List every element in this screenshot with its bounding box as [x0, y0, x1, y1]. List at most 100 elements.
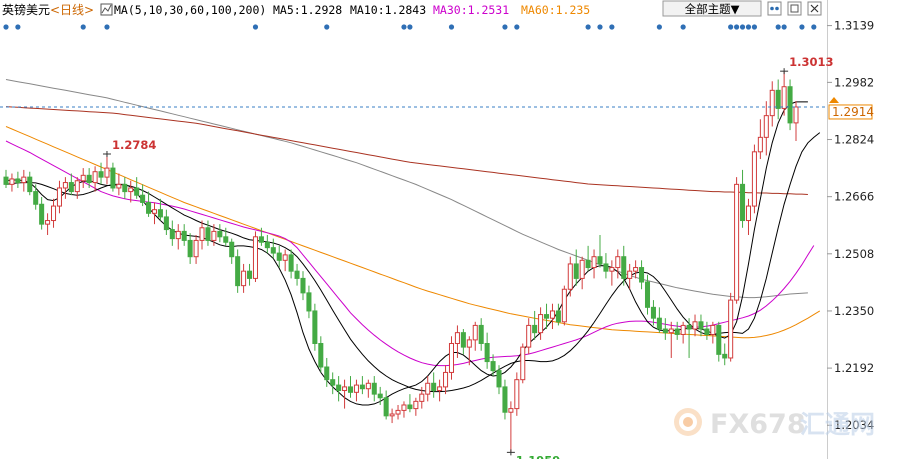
candle: [745, 198, 752, 235]
candle: [425, 376, 431, 402]
candle: [419, 386, 425, 409]
candle-body: [395, 409, 401, 415]
candle: [597, 235, 603, 268]
candle-body: [169, 229, 175, 240]
event-dot[interactable]: [656, 24, 662, 30]
pin-button[interactable]: [767, 1, 782, 16]
event-dot[interactable]: [3, 24, 9, 30]
candle: [674, 321, 680, 340]
y-tick-label: 1.3139: [834, 19, 874, 33]
candle-body: [68, 182, 74, 193]
event-dot[interactable]: [751, 24, 758, 30]
event-dot[interactable]: [80, 24, 86, 30]
candle: [50, 198, 57, 228]
candle: [276, 245, 282, 268]
candle: [389, 408, 395, 424]
restore-button[interactable]: [787, 1, 802, 16]
candle: [330, 372, 336, 395]
y-tick-label: 1.2034: [834, 418, 874, 432]
y-tick-label: 1.2192: [834, 361, 874, 375]
candle-body: [288, 254, 294, 272]
event-dot[interactable]: [745, 24, 752, 30]
candle-body: [181, 230, 187, 241]
candle: [407, 394, 413, 413]
candle-body: [639, 267, 645, 283]
candle-body: [377, 393, 383, 399]
candle: [650, 300, 656, 326]
ma30-value: MA30:1.2531: [433, 3, 509, 17]
event-dot[interactable]: [739, 24, 746, 30]
candle: [496, 365, 502, 395]
close-button[interactable]: [807, 1, 822, 16]
candle-body: [508, 408, 514, 413]
event-dot[interactable]: [811, 24, 817, 30]
event-dot[interactable]: [799, 24, 805, 30]
y-axis: 1.3139 1.2982 1.2824 1.2666 1.2508 1.2350 1.21…: [827, 19, 874, 432]
event-dot[interactable]: [597, 24, 603, 30]
ma-toggle-icon[interactable]: [100, 3, 113, 16]
candle-body: [235, 256, 241, 287]
candle-body: [134, 187, 140, 196]
candle-body: [686, 324, 692, 330]
theme-dropdown[interactable]: 全部主题▼: [662, 0, 762, 17]
event-dot[interactable]: [502, 24, 508, 30]
candle-body: [365, 382, 371, 390]
event-dot[interactable]: [324, 24, 330, 30]
candle: [229, 238, 235, 264]
event-dot[interactable]: [775, 24, 781, 30]
candle: [472, 321, 478, 351]
candle: [573, 249, 579, 286]
candle: [431, 372, 437, 398]
event-dot[interactable]: [734, 24, 740, 30]
candle: [205, 220, 211, 246]
candle: [769, 81, 775, 127]
candle: [151, 202, 158, 225]
event-dot[interactable]: [680, 24, 686, 30]
candle-body: [353, 384, 359, 393]
event-dot[interactable]: [407, 24, 413, 30]
candle-body: [116, 183, 122, 189]
candle: [252, 231, 258, 283]
candle-body: [56, 187, 62, 207]
candle: [21, 169, 27, 192]
event-dot[interactable]: [252, 24, 259, 30]
candle-body: [757, 136, 763, 153]
candle-body: [318, 343, 324, 368]
candle: [181, 224, 187, 246]
candle-body: [544, 314, 550, 319]
event-dot[interactable]: [448, 24, 455, 30]
low-price-label: 1.1959: [516, 453, 560, 459]
candle-body: [128, 187, 134, 193]
event-dot[interactable]: [728, 24, 734, 30]
period-label[interactable]: <日线>: [50, 3, 94, 17]
event-dot[interactable]: [585, 24, 591, 30]
candle-body: [419, 393, 425, 402]
candle: [633, 260, 639, 279]
candle-body: [734, 183, 740, 301]
candle: [223, 227, 229, 246]
candle: [300, 271, 306, 301]
annotations: 1.2784 1.1959 1.3013: [102, 55, 834, 463]
candle: [781, 71, 787, 116]
header-legend: 英镑美元 <日线> MA(5,10,30,60,100,200) MA5:1.2…: [2, 2, 590, 17]
candle: [716, 321, 722, 362]
event-dot[interactable]: [401, 24, 407, 30]
candle: [241, 263, 247, 293]
candle: [395, 404, 401, 420]
event-dot[interactable]: [781, 24, 787, 30]
ma10-value: MA10:1.2843: [350, 3, 426, 17]
candle: [734, 177, 740, 304]
event-dot[interactable]: [104, 24, 110, 30]
candle: [621, 245, 627, 286]
candle-body: [140, 194, 146, 203]
event-dot[interactable]: [609, 24, 615, 30]
candle-body: [514, 379, 520, 410]
candle: [639, 260, 645, 290]
candle: [27, 171, 33, 196]
event-dot[interactable]: [15, 24, 21, 30]
event-dot[interactable]: [514, 24, 520, 30]
candle: [591, 249, 597, 279]
candle: [104, 153, 110, 185]
candle-body: [615, 256, 621, 269]
candle-body: [336, 384, 342, 392]
